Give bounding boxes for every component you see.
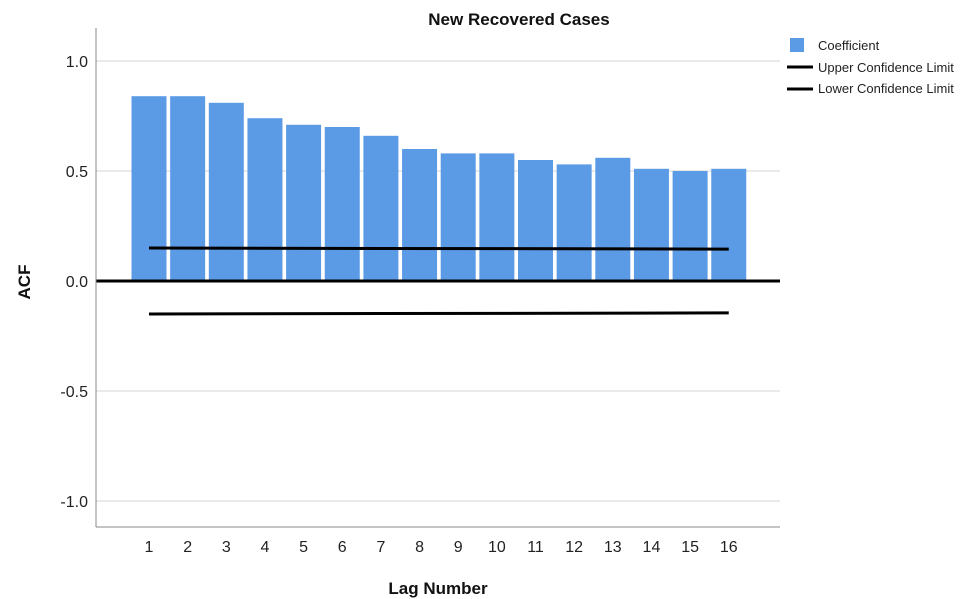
x-tick-label: 8 (415, 539, 424, 556)
x-tick-label: 14 (643, 539, 661, 556)
coefficient-bars (131, 96, 747, 281)
coefficient-bar (208, 102, 244, 281)
y-tick-labels: 1.0 0.5 0.0 -0.5 -1.0 (60, 54, 88, 511)
coefficient-bar (595, 157, 631, 281)
x-tick-label: 11 (527, 539, 544, 556)
coefficient-bar (479, 153, 515, 281)
x-tick-label: 1 (145, 539, 154, 556)
coefficient-bar (286, 124, 322, 281)
upper-confidence-limit-line (148, 246, 729, 251)
coefficient-bar (324, 127, 360, 281)
coefficient-bar (131, 96, 167, 281)
coefficient-bar (556, 164, 592, 281)
y-tick-label: 0.5 (66, 164, 88, 181)
x-axis-label: Lag Number (388, 579, 488, 598)
x-tick-label: 9 (454, 539, 463, 556)
coefficient-bar (247, 118, 283, 281)
legend-swatch-coefficient (790, 38, 804, 52)
confidence-limit-lines (96, 246, 780, 316)
x-tick-label: 5 (299, 539, 308, 556)
chart-title: New Recovered Cases (428, 10, 609, 29)
y-tick-label: 0.0 (66, 274, 88, 291)
y-tick-label: -1.0 (60, 494, 88, 511)
coefficient-bar (633, 168, 669, 281)
x-tick-label: 12 (565, 539, 583, 556)
x-tick-label: 2 (183, 539, 192, 556)
y-tick-label: -0.5 (60, 384, 88, 401)
lower-confidence-limit-line (148, 311, 729, 316)
legend-label-upper-limit: Upper Confidence Limit (818, 60, 954, 75)
x-tick-label: 7 (376, 539, 385, 556)
coefficient-bar (711, 168, 747, 281)
legend-label-coefficient: Coefficient (818, 38, 880, 53)
axes (95, 28, 780, 528)
x-tick-label: 3 (222, 539, 231, 556)
coefficient-bar (363, 135, 399, 281)
x-tick-label: 13 (604, 539, 622, 556)
coefficient-bar (518, 160, 553, 281)
coefficient-bar (402, 149, 438, 281)
legend-label-lower-limit: Lower Confidence Limit (818, 81, 954, 96)
x-tick-label: 10 (488, 539, 506, 556)
coefficient-bar (440, 153, 476, 281)
legend: Coefficient Upper Confidence Limit Lower… (787, 38, 954, 96)
x-tick-labels: 1 2 3 4 5 6 7 8 9 10 11 12 13 14 15 16 (145, 539, 738, 556)
x-tick-label: 6 (338, 539, 347, 556)
x-tick-label: 16 (720, 539, 738, 556)
coefficient-bar (672, 171, 708, 281)
y-tick-label: 1.0 (66, 54, 88, 71)
x-tick-label: 4 (260, 539, 269, 556)
coefficient-bar (170, 96, 206, 281)
x-tick-label: 15 (681, 539, 699, 556)
y-axis-label: ACF (15, 265, 34, 300)
